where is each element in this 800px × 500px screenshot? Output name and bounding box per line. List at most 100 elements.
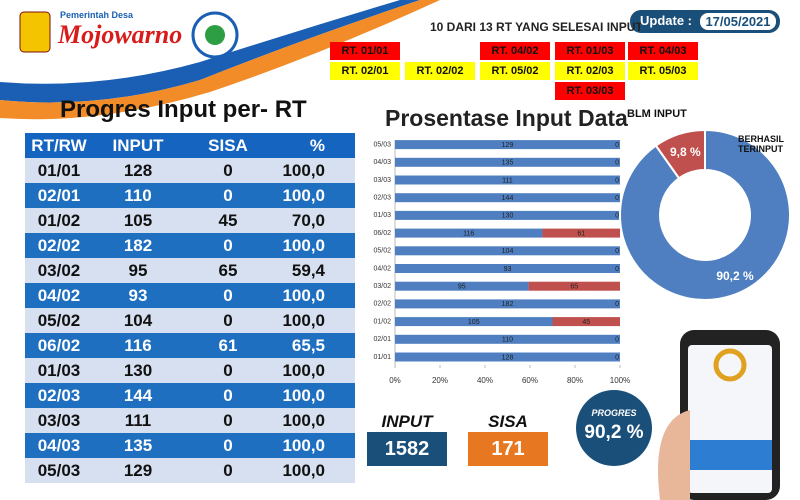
table-cell: 100,0	[282, 186, 325, 205]
rt-badge: RT. 03/03	[555, 82, 625, 100]
table-cell: 0	[223, 436, 233, 455]
table-row: 03/02 95 65 59,4	[25, 258, 355, 283]
data-label: 0	[615, 248, 619, 255]
bar-segment	[395, 317, 553, 327]
input-label: INPUT	[381, 412, 433, 431]
table-cell: 59,4	[291, 261, 325, 280]
progres-circle	[576, 390, 652, 466]
table-cell: 100,0	[282, 461, 325, 480]
rt-badge: RT. 01/01	[330, 42, 400, 60]
rt-badge: RT. 05/03	[628, 62, 698, 80]
table-row: 02/01 110 0 100,0	[25, 183, 355, 208]
table-row: 01/02 105 45 70,0	[25, 208, 355, 233]
table-cell: 100,0	[282, 161, 325, 180]
table-cell: 93	[128, 286, 148, 305]
data-label: 61	[577, 230, 585, 237]
table-cell: 04/03	[37, 436, 81, 455]
table-cell: 116	[124, 336, 152, 355]
table-cell: 01/02	[37, 211, 81, 230]
x-tick-label: 100%	[610, 376, 630, 385]
table-cell: INPUT	[112, 136, 164, 155]
table-cell: 0	[223, 311, 233, 330]
table: RT/RW INPUT SISA% 01/01 128 0 100,0 02/01 110 0 10…	[25, 133, 355, 483]
input-value: 1582	[367, 432, 447, 466]
phone-screen	[688, 345, 772, 493]
data-label: 0	[615, 142, 619, 149]
y-tick-label: 06/02	[373, 230, 391, 237]
donut-chart: 90,2 % 9,8 %	[619, 128, 791, 301]
table-cell: RT/RW	[31, 136, 87, 155]
y-tick-label: 01/01	[373, 354, 391, 361]
data-label: 95	[458, 284, 466, 291]
bar-segment	[395, 299, 620, 309]
y-tick-label: 02/03	[373, 195, 391, 202]
table-cell: 0	[223, 161, 233, 180]
table-cell: 144	[123, 386, 153, 405]
bar-segment	[395, 193, 620, 203]
sisa-label: SISA	[488, 412, 528, 431]
data-label: 105	[468, 319, 480, 326]
data-label: 0	[615, 213, 619, 220]
table-cell: 65	[218, 261, 238, 280]
progres-label: PROGRES	[591, 408, 637, 418]
table-cell: 105	[123, 211, 153, 230]
header-subtitle: Pemerintah Desa	[60, 10, 134, 20]
x-tick-label: 20%	[432, 376, 448, 385]
donut-label: BERHASIL TERINPUT	[738, 134, 784, 154]
status: 10 DARI 13 RT YANG SELESAI INPUT	[430, 20, 643, 34]
bar-segment	[395, 352, 620, 362]
table-title: Progres Input per- RT	[60, 96, 307, 123]
chart-title: Prosentase Input Data	[385, 105, 628, 131]
data-label: 93	[504, 266, 512, 273]
y-tick-label: 05/02	[373, 248, 391, 255]
data-label: 144	[502, 195, 514, 202]
data-label: 0	[615, 195, 619, 202]
data-label: 0	[615, 301, 619, 308]
table-cell: 0	[223, 186, 233, 205]
table-row: 05/03 129 0 100,0	[25, 458, 355, 483]
bar-segment	[552, 317, 620, 327]
data-label: 0	[615, 354, 619, 361]
table-cell: 100,0	[282, 386, 325, 405]
bar-chart: Prosentase Input Data 0% 20% 40% 60% 80% 100%…	[373, 105, 630, 385]
table-cell: 0	[223, 236, 233, 255]
y-tick-label: 04/02	[373, 265, 391, 272]
table-cell: 65,5	[291, 336, 325, 355]
table-cell: 61	[218, 336, 238, 355]
bar-segment	[395, 228, 543, 238]
table-cell: 100,0	[282, 436, 325, 455]
table-cell: 02/03	[37, 386, 81, 405]
rt-badge: RT. 01/03	[555, 42, 625, 60]
donut-slice	[654, 128, 706, 180]
x-tick-label: 40%	[477, 376, 493, 385]
table-cell: 100,0	[282, 411, 325, 430]
x-tick-label: 80%	[567, 376, 583, 385]
bar-segment	[395, 334, 620, 344]
bar-segment	[395, 175, 620, 185]
table-cell: 130	[123, 361, 153, 380]
table-cell: 0	[223, 286, 233, 305]
table-cell: 03/03	[37, 411, 81, 430]
data-label: 116	[463, 230, 474, 237]
bar-segment	[395, 264, 620, 273]
update-date-box	[700, 13, 776, 30]
table-cell: 129	[123, 461, 153, 480]
table-cell: 45	[218, 211, 238, 230]
table-row: 06/02 116 61 65,5	[25, 333, 355, 358]
table-row: 04/02 93 0 100,0	[25, 283, 355, 308]
progres-value: 90,2 %	[584, 422, 644, 443]
table-row: 02/02 182 0 100,0	[25, 233, 355, 258]
data-label: 129	[502, 142, 514, 149]
table-cell: 05/03	[37, 461, 81, 480]
bar-segment	[528, 281, 620, 291]
rt-badge: RT. 02/03	[555, 62, 625, 80]
rt-badge: RT. 04/02	[480, 42, 550, 60]
table-cell: 0	[223, 461, 233, 480]
table-header: RT/RW INPUT SISA%	[25, 133, 355, 158]
table-cell: 02/02	[37, 236, 81, 255]
phone-logo	[713, 348, 747, 382]
table-row: 05/02 104 0 100,0	[25, 308, 355, 333]
hand	[658, 410, 690, 500]
donut-slice	[619, 128, 791, 301]
